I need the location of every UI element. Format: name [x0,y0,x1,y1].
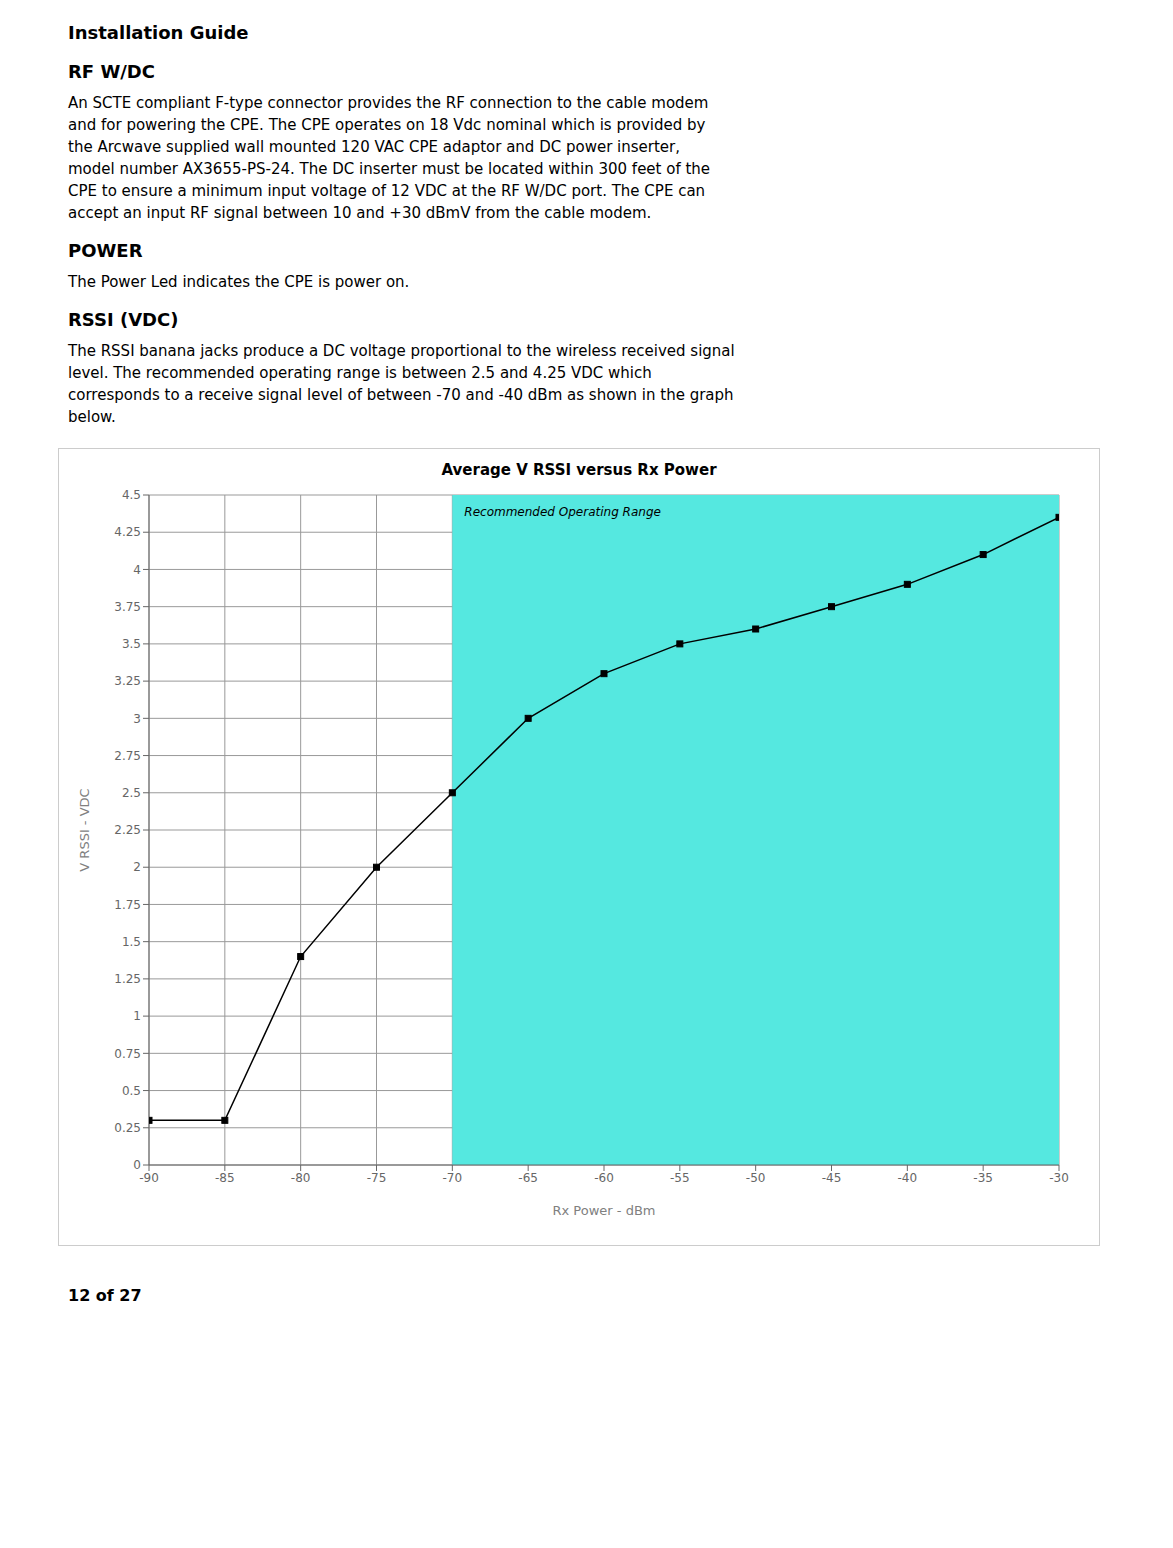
svg-text:3: 3 [133,712,141,726]
html-text:Installation Guide: Installation Guide [68,22,249,43]
svg-text:-30: -30 [1049,1171,1069,1185]
svg-text:1.5: 1.5 [122,935,141,949]
svg-text:2.25: 2.25 [114,823,141,837]
svg-text:-60: -60 [594,1171,614,1185]
svg-text:4.25: 4.25 [114,525,141,539]
svg-text:-45: -45 [822,1171,842,1185]
html-text:RSSI (VDC): RSSI (VDC) [68,309,179,330]
svg-text:-35: -35 [973,1171,993,1185]
svg-text:V RSSI - VDC: V RSSI - VDC [77,788,92,871]
svg-text:1: 1 [133,1009,141,1023]
svg-text:3.5: 3.5 [122,637,141,651]
html-text:RF W/DC: RF W/DC [68,61,155,82]
svg-text:-65: -65 [518,1171,538,1185]
svg-text:4: 4 [133,563,141,577]
svg-text:-75: -75 [367,1171,387,1185]
svg-text:2.5: 2.5 [122,786,141,800]
svg-text:2.75: 2.75 [114,749,141,763]
svg-text:1.25: 1.25 [114,972,141,986]
html-text:The Power Led indicates the CP: The Power Led indicates the CPE is power… [68,273,410,291]
svg-text:-90: -90 [139,1171,159,1185]
svg-text:-80: -80 [291,1171,311,1185]
svg-text:4.5: 4.5 [122,488,141,502]
svg-text:0.75: 0.75 [114,1047,141,1061]
svg-text:0.25: 0.25 [114,1121,141,1135]
svg-text:Recommended Operating Range: Recommended Operating Range [464,505,661,519]
svg-text:3.25: 3.25 [114,674,141,688]
html-text:An SCTE compliant F-type conne: An SCTE compliant F-type connector provi… [68,94,711,222]
svg-text:-55: -55 [670,1171,690,1185]
svg-text:2: 2 [133,860,141,874]
svg-text:0: 0 [133,1158,141,1172]
html-text:12 of 27: 12 of 27 [68,1286,142,1305]
svg-text:-70: -70 [443,1171,463,1185]
html-text:Average V RSSI versus Rx Power: Average V RSSI versus Rx Power [441,461,717,479]
svg-text:0.5: 0.5 [122,1084,141,1098]
svg-text:1.75: 1.75 [114,898,141,912]
svg-text:Rx Power - dBm: Rx Power - dBm [553,1203,656,1218]
svg-text:-50: -50 [746,1171,766,1185]
svg-text:-85: -85 [215,1171,235,1185]
html-text:The RSSI banana jacks produce: The RSSI banana jacks produce a DC volta… [68,342,735,426]
svg-text:3.75: 3.75 [114,600,141,614]
html-text:POWER: POWER [68,240,143,261]
svg-text:-40: -40 [898,1171,918,1185]
